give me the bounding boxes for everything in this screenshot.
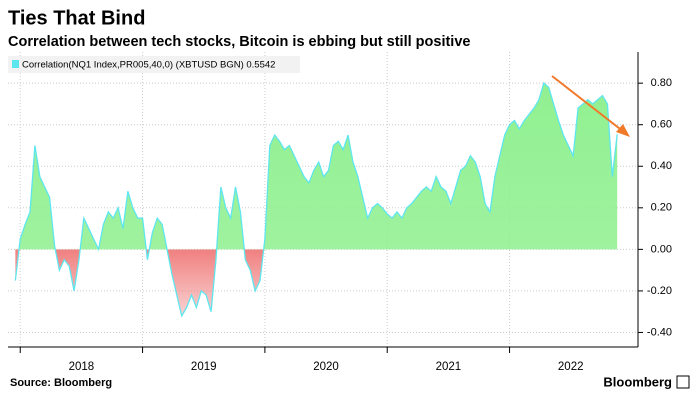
x-tick-label: 2020 bbox=[313, 361, 339, 373]
chart-subtitle: Correlation between tech stocks, Bitcoin… bbox=[8, 34, 470, 50]
source: Source: Bloomberg bbox=[10, 377, 112, 389]
annotation-arrowhead bbox=[616, 124, 630, 137]
x-tick-label: 2021 bbox=[436, 361, 462, 373]
y-tick-label: 0.40 bbox=[651, 160, 672, 172]
brand: Bloomberg bbox=[603, 374, 672, 389]
brand-icon bbox=[676, 375, 690, 389]
legend-label: Correlation(NQ1 Index,PR005,40,0) (XBTUS… bbox=[22, 60, 275, 71]
legend-swatch bbox=[12, 60, 19, 68]
y-tick-label: 0.00 bbox=[651, 243, 672, 255]
y-tick-label: -0.20 bbox=[647, 285, 672, 297]
legend-box bbox=[8, 56, 300, 73]
annotation-arrow bbox=[551, 75, 625, 133]
x-tick-label: 2022 bbox=[558, 361, 584, 373]
y-tick-label: 0.20 bbox=[651, 202, 672, 214]
y-tick-label: 0.60 bbox=[651, 119, 672, 131]
x-tick-label: 2019 bbox=[191, 361, 217, 373]
area bbox=[15, 83, 618, 316]
y-tick-label: -0.40 bbox=[647, 326, 672, 338]
x-tick-label: 2018 bbox=[69, 361, 95, 373]
chart-title: Ties That Bind bbox=[8, 7, 145, 29]
y-tick-label: 0.80 bbox=[651, 77, 672, 89]
line bbox=[14, 82, 618, 318]
